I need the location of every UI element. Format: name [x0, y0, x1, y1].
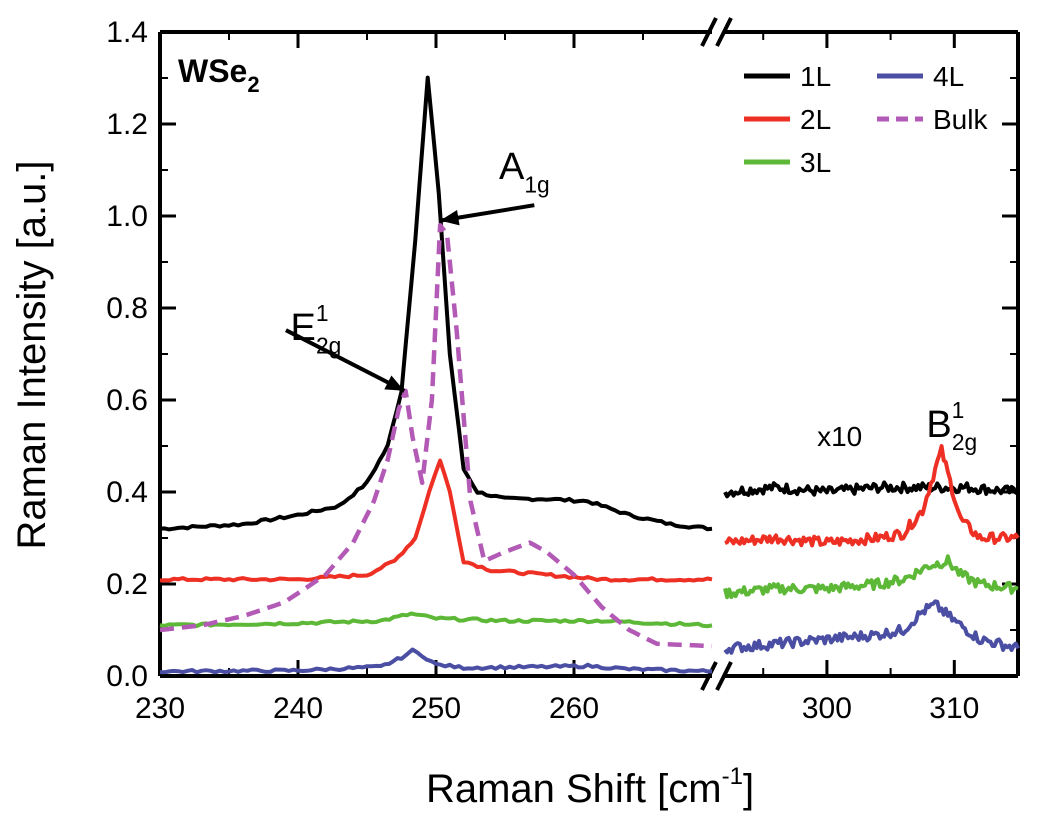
y-tick-label: 1.2: [106, 108, 148, 141]
axis-break-mark: [700, 17, 718, 47]
x-tick-label: 300: [802, 692, 852, 725]
legend-label-1l: 1L: [800, 61, 831, 92]
x-tick-label: 310: [929, 692, 979, 725]
text-layer: Raman Intensity [a.u.] Raman Shift [cm-1…: [10, 53, 754, 811]
annotation-e2g-label: E1 2g: [291, 300, 342, 358]
y-tick-label: 1.4: [106, 16, 148, 49]
axis-break-mark: [715, 661, 733, 691]
legend-label-bulk: Bulk: [933, 104, 988, 135]
series-2l-left: [159, 458, 713, 583]
annotation-b2g-label: B1 2g: [926, 397, 977, 455]
axis-break-mark: [715, 17, 733, 47]
series-3l-left: [159, 611, 713, 629]
legend: 1L 2L 3L 4L Bulk: [744, 61, 988, 178]
x-tick-label: 230: [135, 692, 185, 725]
annotation-a1g-label: A1g: [499, 146, 550, 197]
y-tick-label: 0.4: [106, 476, 148, 509]
legend-label-2l: 2L: [800, 104, 831, 135]
series-4l-left: [159, 647, 712, 675]
chart-title: WSe2: [178, 53, 260, 97]
legend-label-3l: 3L: [800, 147, 831, 178]
axis-break-mark: [700, 661, 718, 691]
axes-layer: 0.0 0.2 0.4 0.6 0.8 1.0 1.2 1.4 230 240 250 260 300 3…: [106, 16, 1020, 725]
x-tick-label: 250: [411, 692, 461, 725]
annotation-e2g-arrow: [285, 328, 406, 393]
y-axis-title: Raman Intensity [a.u.]: [10, 160, 54, 549]
series-3l-right: [723, 554, 1019, 600]
series-4l-right: [723, 599, 1020, 655]
series-layer: [159, 75, 1020, 675]
y-tick-label: 0.0: [106, 660, 148, 693]
y-tick-label: 0.8: [106, 292, 148, 325]
y-tick-label: 0.6: [106, 384, 148, 417]
annotation-a1g-arrowhead: [440, 209, 460, 226]
legend-label-4l: 4L: [933, 61, 964, 92]
y-tick-label: 1.0: [106, 200, 148, 233]
annotation-x10-label: x10: [817, 421, 862, 452]
x-axis-title: Raman Shift [cm-1]: [426, 763, 754, 811]
series-1l-right: [723, 480, 1019, 499]
x-tick-label: 260: [549, 692, 599, 725]
annotation-e2g-arrowhead: [384, 375, 405, 391]
y-tick-label: 0.2: [106, 568, 148, 601]
series-bulk-left: [159, 222, 713, 649]
series-2l-right: [724, 444, 1020, 548]
annotations-layer: A1g E1 2g B1 2g x10: [285, 146, 977, 455]
series-1l-left: [159, 75, 713, 532]
x-tick-label: 240: [273, 692, 323, 725]
